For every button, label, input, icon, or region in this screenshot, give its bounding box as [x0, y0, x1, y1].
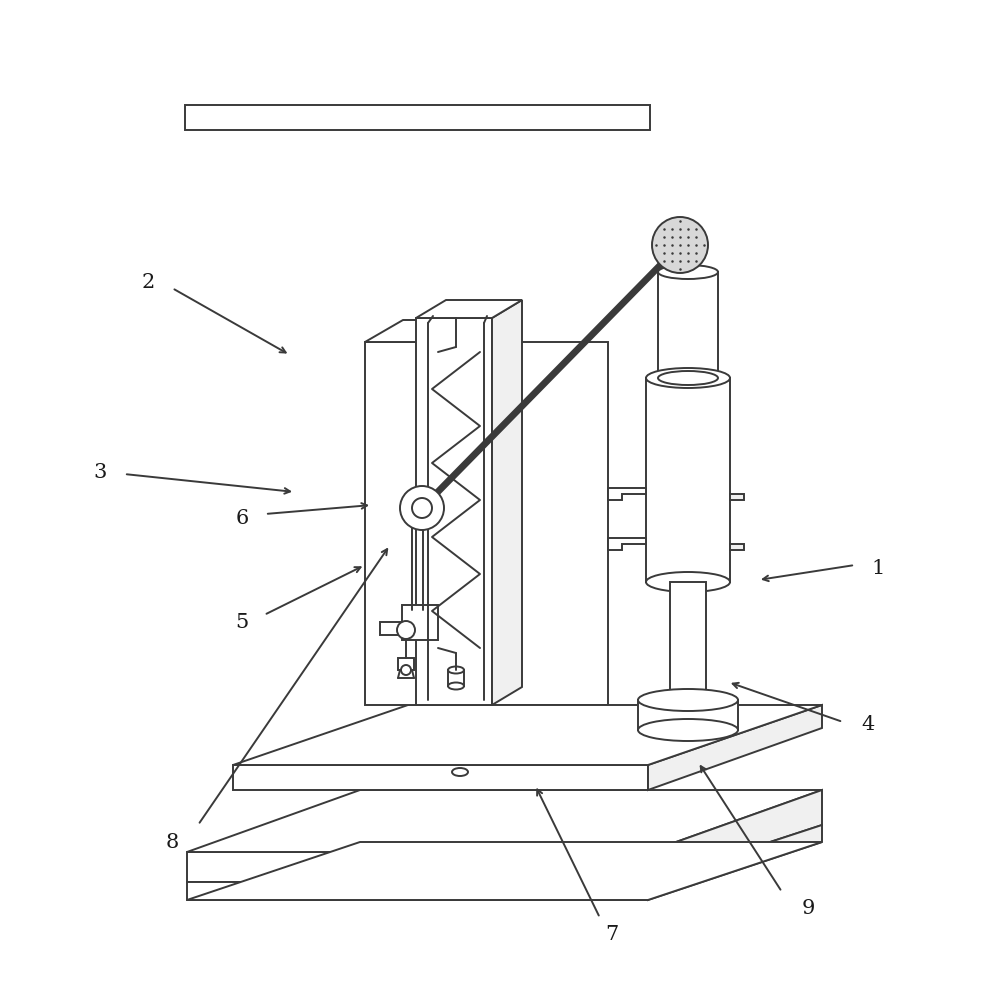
Polygon shape: [416, 318, 492, 705]
Polygon shape: [430, 320, 468, 705]
Circle shape: [401, 665, 411, 675]
Polygon shape: [398, 658, 414, 670]
Polygon shape: [648, 825, 822, 900]
Polygon shape: [187, 852, 648, 882]
Text: 5: 5: [236, 612, 249, 632]
Bar: [658, 272, 718, 378]
Polygon shape: [430, 342, 608, 705]
Polygon shape: [730, 494, 744, 500]
Text: 1: 1: [871, 558, 884, 578]
Text: 2: 2: [142, 272, 155, 292]
Ellipse shape: [448, 682, 464, 690]
Text: 6: 6: [236, 508, 249, 528]
Bar: [646, 378, 730, 582]
Text: 9: 9: [801, 898, 814, 918]
Circle shape: [412, 498, 432, 518]
Polygon shape: [608, 538, 646, 550]
Polygon shape: [448, 670, 464, 686]
Polygon shape: [402, 605, 438, 640]
Ellipse shape: [638, 719, 738, 741]
Ellipse shape: [448, 666, 464, 674]
Polygon shape: [233, 765, 648, 790]
Ellipse shape: [646, 368, 730, 388]
Polygon shape: [187, 790, 822, 852]
Circle shape: [652, 217, 708, 273]
Polygon shape: [187, 882, 648, 900]
Polygon shape: [365, 320, 468, 342]
Ellipse shape: [658, 265, 718, 279]
Polygon shape: [648, 790, 822, 882]
Text: 3: 3: [93, 462, 107, 482]
Polygon shape: [187, 842, 822, 900]
Circle shape: [397, 621, 415, 639]
Text: 8: 8: [166, 832, 179, 852]
Polygon shape: [492, 300, 522, 705]
Bar: [638, 700, 738, 730]
Text: 4: 4: [861, 716, 874, 734]
Polygon shape: [365, 342, 430, 705]
Polygon shape: [730, 544, 744, 550]
Text: 7: 7: [606, 926, 619, 944]
Polygon shape: [380, 622, 402, 635]
Polygon shape: [608, 488, 646, 500]
Polygon shape: [185, 105, 650, 130]
Ellipse shape: [658, 371, 718, 385]
Ellipse shape: [452, 768, 468, 776]
Bar: [670, 582, 706, 705]
Polygon shape: [648, 705, 822, 790]
Ellipse shape: [646, 572, 730, 592]
Circle shape: [400, 486, 444, 530]
Polygon shape: [233, 705, 822, 765]
Polygon shape: [416, 300, 522, 318]
Ellipse shape: [638, 689, 738, 711]
